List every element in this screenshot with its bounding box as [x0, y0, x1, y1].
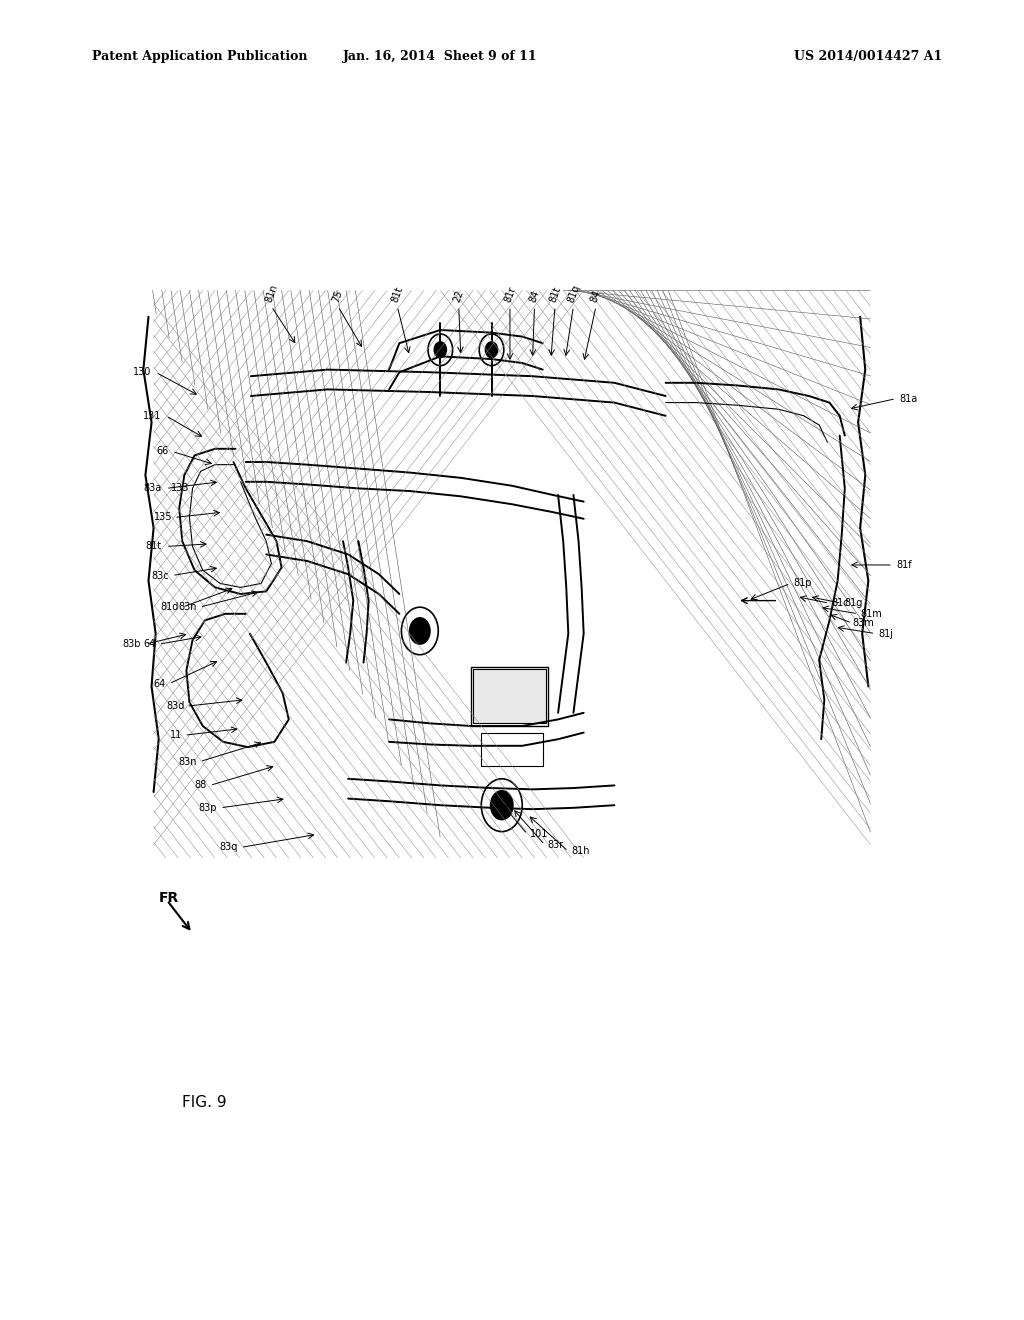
Text: 81r: 81r	[503, 285, 517, 304]
Circle shape	[485, 342, 498, 358]
Text: 83n: 83n	[178, 602, 197, 612]
Text: 81m: 81m	[860, 609, 882, 619]
Text: 83q: 83q	[219, 842, 238, 853]
Text: 81f: 81f	[896, 560, 911, 570]
Circle shape	[410, 618, 430, 644]
FancyBboxPatch shape	[473, 669, 546, 723]
Text: 81a: 81a	[899, 393, 918, 404]
Text: 88: 88	[195, 780, 207, 791]
Text: 83r: 83r	[548, 840, 564, 850]
Text: 81c: 81c	[831, 598, 849, 609]
Text: 84: 84	[589, 289, 603, 304]
Text: 133: 133	[171, 483, 189, 494]
Text: 11: 11	[170, 730, 182, 741]
Text: 81h: 81h	[571, 846, 590, 857]
Text: FR: FR	[159, 891, 179, 904]
Text: 83b: 83b	[123, 639, 141, 649]
Text: 64: 64	[154, 678, 166, 689]
Text: 84: 84	[527, 289, 542, 304]
Text: 81d: 81d	[161, 602, 179, 612]
Text: 64: 64	[143, 639, 156, 649]
Text: 83m: 83m	[852, 618, 873, 628]
Text: 81q: 81q	[565, 282, 582, 304]
Text: 66: 66	[157, 446, 169, 457]
Text: 81n: 81n	[263, 282, 280, 304]
Circle shape	[490, 791, 513, 820]
Text: 81t: 81t	[145, 541, 162, 552]
Text: Jan. 16, 2014  Sheet 9 of 11: Jan. 16, 2014 Sheet 9 of 11	[343, 50, 538, 63]
Text: 75: 75	[331, 289, 345, 304]
Text: 81t: 81t	[548, 285, 562, 304]
Text: 131: 131	[143, 411, 162, 421]
Text: 83d: 83d	[166, 701, 184, 711]
Text: 83p: 83p	[199, 803, 217, 813]
Text: 83n: 83n	[178, 756, 197, 767]
Text: 101: 101	[530, 829, 549, 840]
Text: 81p: 81p	[794, 578, 812, 589]
Text: 22: 22	[452, 289, 466, 304]
Text: 81j: 81j	[879, 628, 894, 639]
Text: 83c: 83c	[152, 570, 169, 581]
Text: Patent Application Publication: Patent Application Publication	[92, 50, 307, 63]
Text: 81g: 81g	[845, 598, 863, 609]
Text: 130: 130	[133, 367, 152, 378]
Text: US 2014/0014427 A1: US 2014/0014427 A1	[794, 50, 942, 63]
Text: 83a: 83a	[143, 483, 162, 494]
Text: 81t: 81t	[390, 285, 404, 304]
Text: 135: 135	[154, 512, 172, 523]
Text: FIG. 9: FIG. 9	[182, 1094, 227, 1110]
Circle shape	[434, 342, 446, 358]
